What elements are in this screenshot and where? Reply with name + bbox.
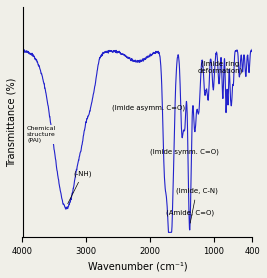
Text: (Imide asymm. C=O): (Imide asymm. C=O) — [112, 105, 185, 111]
Y-axis label: Transmittance (%): Transmittance (%) — [7, 77, 17, 167]
Text: (-NH): (-NH) — [68, 170, 92, 204]
X-axis label: Wavenumber (cm⁻¹): Wavenumber (cm⁻¹) — [88, 261, 187, 271]
Text: (Imide, C-N): (Imide, C-N) — [176, 188, 218, 223]
Text: Chemical
structure
(PAI): Chemical structure (PAI) — [27, 126, 56, 143]
Text: (Amide, C=O): (Amide, C=O) — [166, 210, 214, 216]
Text: (Imide symm. C=O): (Imide symm. C=O) — [150, 149, 219, 155]
Text: (Imide ring
deformation): (Imide ring deformation) — [198, 60, 243, 74]
